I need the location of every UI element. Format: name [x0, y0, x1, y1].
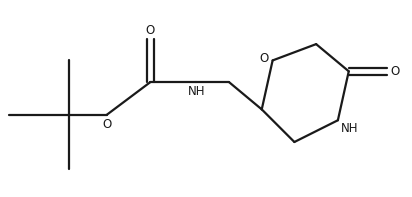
Text: NH: NH [341, 122, 358, 135]
Text: O: O [390, 65, 399, 78]
Text: O: O [145, 24, 155, 37]
Text: NH: NH [188, 85, 205, 98]
Text: O: O [260, 52, 269, 65]
Text: O: O [102, 118, 111, 131]
